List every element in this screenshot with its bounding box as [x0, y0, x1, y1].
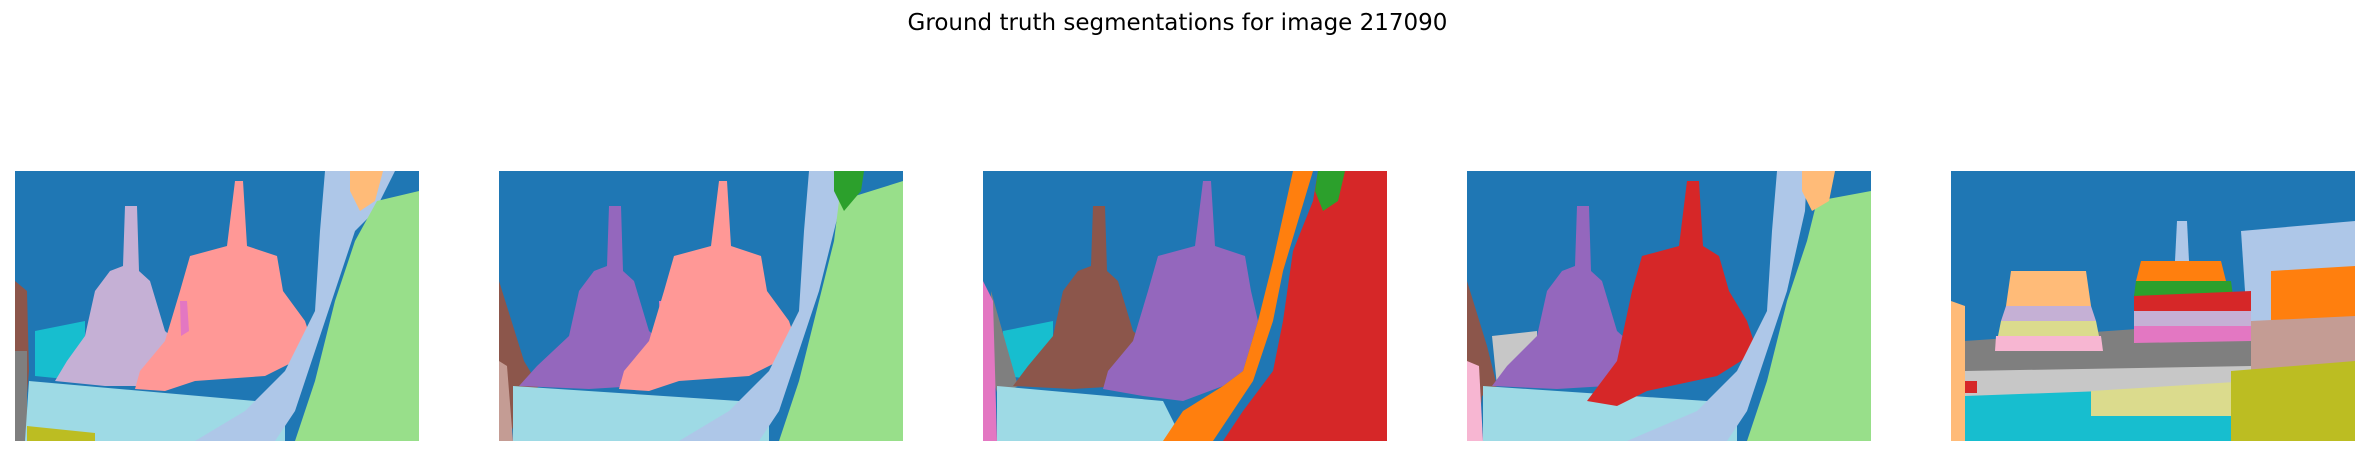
center-stupa-region: [1587, 181, 1757, 406]
left-stupa-region: [55, 206, 193, 386]
top-green-region: [1315, 171, 1345, 211]
right-slope-region: [195, 171, 395, 441]
water-region: [997, 386, 1183, 441]
segmentation-panel-3: [983, 171, 1387, 441]
right-hill-region: [779, 181, 903, 441]
right-red-region: [1223, 171, 1387, 441]
center-orange-top: [2136, 261, 2226, 281]
orange-slope-region: [1163, 171, 1313, 441]
khaki-foreground: [2091, 381, 2251, 416]
left-pink-region: [983, 281, 997, 441]
left-stupa-lavender: [2001, 306, 2096, 321]
left-stupa-khaki: [1998, 321, 2099, 336]
center-green-band: [2134, 281, 2233, 296]
left-gray-region: [991, 291, 1018, 396]
olive-region: [27, 426, 95, 441]
left-stupa-region: [1013, 206, 1161, 389]
figure-title: Ground truth segmentations for image 217…: [907, 10, 1448, 36]
left-strip-region: [15, 351, 27, 441]
segmentation-panel-4: [1467, 171, 1871, 441]
red-dot-region: [1965, 381, 1977, 393]
right-orange-region: [2271, 266, 2355, 321]
top-right-region: [834, 171, 864, 211]
segmentation-panel-1: [15, 171, 419, 441]
top-right-region: [1802, 171, 1835, 211]
top-spire-region: [2175, 221, 2189, 261]
left-stupa-region: [519, 206, 677, 389]
segmentation-panel-5: [1951, 171, 2355, 441]
center-red-band: [2134, 291, 2251, 311]
left-stupa-orange: [2006, 271, 2091, 306]
center-stupa-region: [1103, 181, 1258, 401]
right-hill-region: [295, 191, 419, 441]
olive-foreground: [2231, 361, 2355, 441]
right-hill-region: [1747, 191, 1871, 441]
left-orange-edge: [1951, 301, 1965, 441]
right-slope-region: [1627, 171, 1807, 441]
right-slope-region: [679, 171, 839, 441]
center-lavender-band: [2134, 311, 2251, 326]
segmentation-panel-2: [499, 171, 903, 441]
left-stupa-region: [1492, 206, 1645, 389]
center-pink-band: [2134, 326, 2251, 343]
center-stupa-region: [619, 181, 799, 391]
top-right-region: [350, 171, 383, 211]
center-stupa-region: [135, 181, 315, 391]
left-strip-region: [499, 361, 513, 441]
left-stupa-pink: [1995, 336, 2103, 351]
left-pink-region: [1467, 361, 1483, 441]
small-pink-region: [180, 301, 189, 336]
